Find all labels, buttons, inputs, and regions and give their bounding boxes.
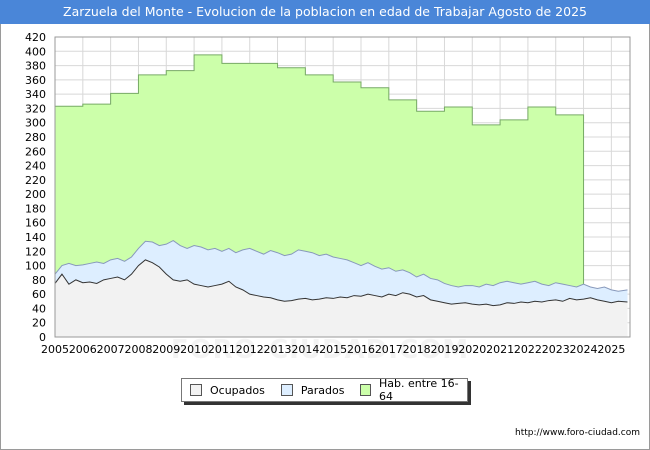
y-tick-label: 400: [25, 45, 46, 58]
x-tick-label: 2024: [570, 343, 598, 356]
y-tick-label: 280: [25, 131, 46, 144]
y-tick-label: 300: [25, 117, 46, 130]
x-tick-label: 2015: [319, 343, 347, 356]
x-tick-label: 2008: [124, 343, 152, 356]
x-tick-label: 2007: [97, 343, 125, 356]
y-tick-label: 420: [25, 31, 46, 44]
legend-item-hab: Hab. entre 16-64: [360, 377, 459, 403]
y-tick-label: 180: [25, 202, 46, 215]
x-tick-label: 2020: [458, 343, 486, 356]
legend-item-parados: Parados: [280, 383, 345, 397]
x-tick-label: 2023: [542, 343, 570, 356]
y-tick-label: 360: [25, 74, 46, 87]
x-tick-label: 2019: [430, 343, 458, 356]
area-ocupados: [55, 259, 628, 337]
line-parados: [54, 239, 628, 292]
x-tick-label: 2025: [597, 343, 625, 356]
y-tick-label: 260: [25, 145, 46, 158]
x-tick-label: 2011: [208, 343, 236, 356]
y-tick-label: 20: [32, 317, 46, 330]
plot-border: [54, 36, 631, 338]
x-tick-label: 2012: [236, 343, 264, 356]
y-tick-label: 80: [32, 274, 46, 287]
legend-label-parados: Parados: [300, 383, 345, 397]
legend: Ocupados Parados Hab. entre 16-64: [181, 377, 468, 403]
source-link[interactable]: http://www.foro-ciudad.com: [515, 428, 640, 438]
y-tick-label: 200: [25, 188, 46, 201]
x-tick-label: 2013: [264, 343, 292, 356]
legend-swatch-ocupados: [190, 384, 202, 396]
y-tick-label: 140: [25, 231, 46, 244]
title-bar: [0, 0, 650, 24]
x-tick-label: 2022: [514, 343, 542, 356]
y-tick-label: 320: [25, 102, 46, 115]
x-tick-label: 2018: [403, 343, 431, 356]
legend-swatch-parados: [280, 384, 293, 396]
y-tick-label: 160: [25, 217, 46, 230]
x-tick-label: 2016: [347, 343, 375, 356]
y-tick-label: 380: [25, 60, 46, 73]
line-ocupados: [54, 259, 628, 307]
chart-title: Zarzuela del Monte - Evolucion de la pob…: [63, 4, 587, 19]
y-tick-label: 220: [25, 174, 46, 187]
x-tick-label: 2010: [180, 343, 208, 356]
y-tick-label: 240: [25, 160, 46, 173]
x-tick-label: 2006: [69, 343, 97, 356]
legend-swatch-hab: [360, 384, 371, 396]
legend-label-ocupados: Ocupados: [210, 383, 265, 397]
y-tick-label: 340: [25, 88, 46, 101]
x-tick-label: 2021: [486, 343, 514, 356]
legend-item-ocupados: Ocupados: [190, 384, 265, 397]
y-tick-label: 100: [25, 260, 46, 273]
y-tick-label: 120: [25, 245, 46, 258]
line-hab: [55, 54, 585, 337]
y-tick-label: 40: [32, 302, 46, 315]
x-tick-label: 2009: [152, 343, 180, 356]
x-tick-label: 2017: [375, 343, 403, 356]
y-tick-label: 60: [32, 288, 46, 301]
legend-label-hab: Hab. entre 16-64: [379, 377, 459, 403]
x-tick-label: 2005: [41, 343, 69, 356]
y-tick-label: 0: [39, 331, 46, 344]
x-tick-label: 2014: [291, 343, 319, 356]
